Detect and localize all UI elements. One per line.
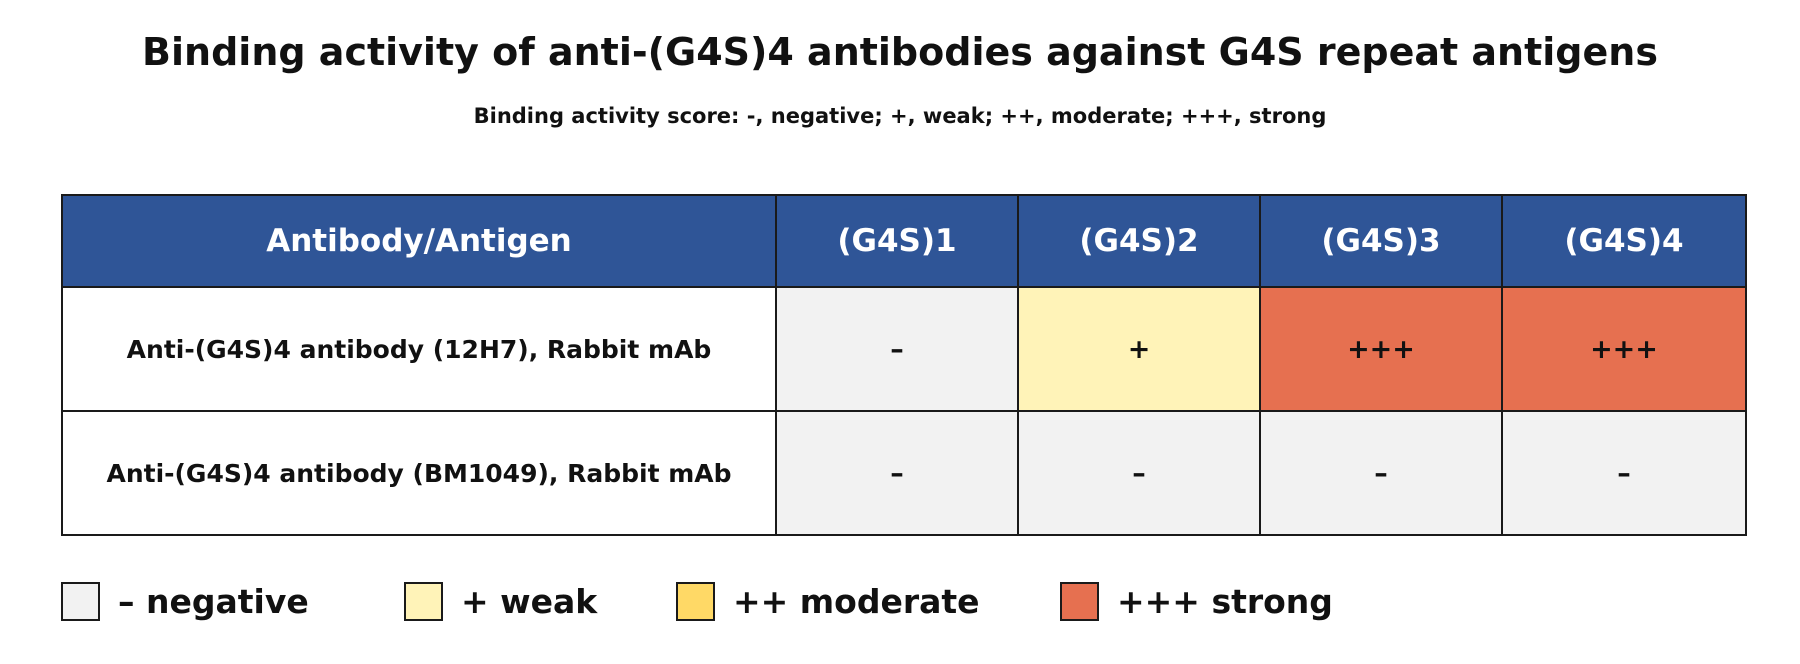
page-subtitle: Binding activity score: -, negative; +, … <box>473 104 1327 128</box>
score-cell: – <box>775 286 1019 412</box>
legend-swatch-negative <box>61 581 100 621</box>
legend-item-strong: +++ strong <box>1060 581 1333 621</box>
score-cell: – <box>775 410 1019 536</box>
header-antibody-antigen: Antibody/Antigen <box>61 194 777 288</box>
table-header-row: Antibody/Antigen (G4S)1 (G4S)2 (G4S)3 (G… <box>61 194 1747 288</box>
legend-label-negative: – negative <box>118 581 309 621</box>
legend-swatch-weak <box>404 581 443 621</box>
score-cell: – <box>1017 410 1261 536</box>
score-cell: – <box>1259 410 1503 536</box>
score-cell: – <box>1501 410 1747 536</box>
antibody-name-bm1049: Anti-(G4S)4 antibody (BM1049), Rabbit mA… <box>61 410 777 536</box>
header-g4s-2: (G4S)2 <box>1017 194 1261 288</box>
score-cell: +++ <box>1501 286 1747 412</box>
legend-item-negative: – negative <box>61 581 404 621</box>
score-cell: +++ <box>1259 286 1503 412</box>
legend-item-moderate: ++ moderate <box>676 581 1060 621</box>
table-row: Anti-(G4S)4 antibody (BM1049), Rabbit mA… <box>61 410 1747 536</box>
legend-label-strong: +++ strong <box>1117 581 1333 621</box>
header-g4s-4: (G4S)4 <box>1501 194 1747 288</box>
legend-swatch-moderate <box>676 581 715 621</box>
legend-label-moderate: ++ moderate <box>733 581 980 621</box>
header-g4s-1: (G4S)1 <box>775 194 1019 288</box>
antibody-name-12h7: Anti-(G4S)4 antibody (12H7), Rabbit mAb <box>61 286 777 412</box>
legend: – negative + weak ++ moderate +++ strong <box>61 578 1333 624</box>
legend-label-weak: + weak <box>461 581 598 621</box>
header-g4s-3: (G4S)3 <box>1259 194 1503 288</box>
legend-swatch-strong <box>1060 581 1099 621</box>
score-cell: + <box>1017 286 1261 412</box>
binding-activity-table: Antibody/Antigen (G4S)1 (G4S)2 (G4S)3 (G… <box>61 194 1747 536</box>
page-title: Binding activity of anti-(G4S)4 antibodi… <box>142 30 1658 74</box>
table-row: Anti-(G4S)4 antibody (12H7), Rabbit mAb … <box>61 286 1747 412</box>
legend-item-weak: + weak <box>404 581 676 621</box>
